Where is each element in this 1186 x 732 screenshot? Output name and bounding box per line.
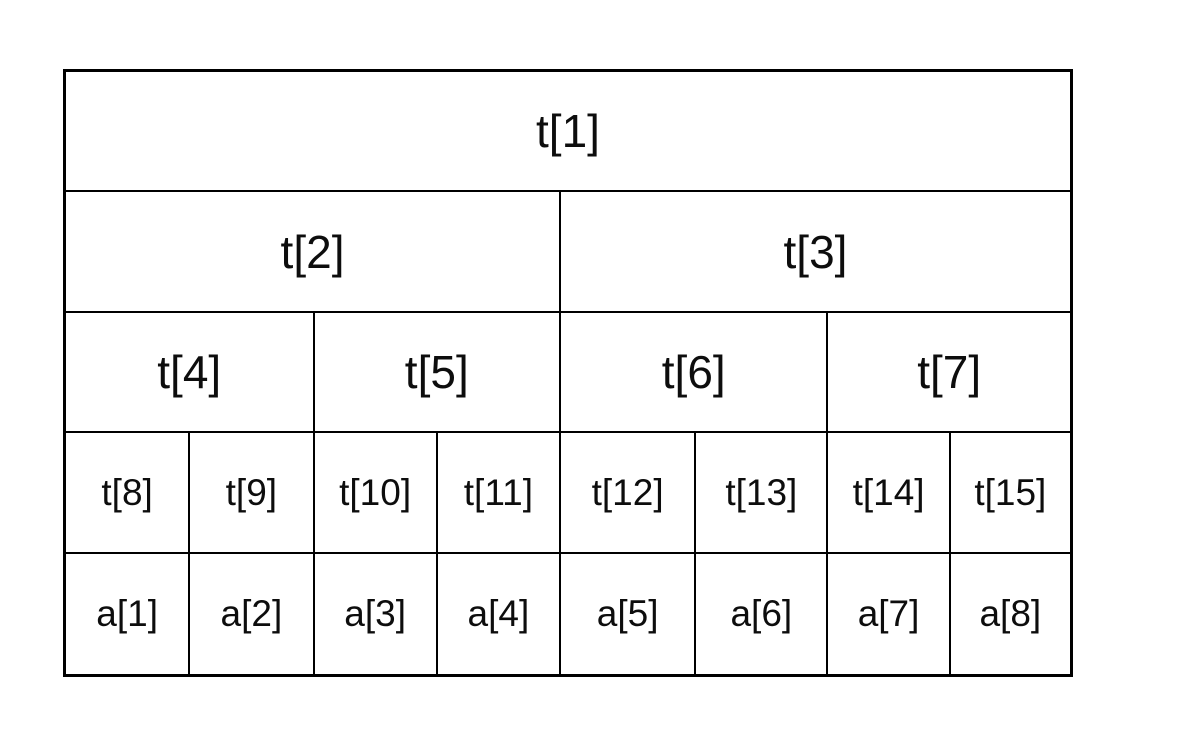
cell-t13: t[13] — [696, 433, 829, 554]
cell-a7: a[7] — [828, 553, 951, 674]
cell-t2: t[2] — [66, 192, 562, 313]
cell-t15: t[15] — [950, 433, 1070, 554]
cell-t3: t[3] — [561, 192, 1070, 313]
cell-t6: t[6] — [561, 312, 829, 434]
cell-a1: a[1] — [66, 553, 191, 674]
cell-t8: t[8] — [66, 433, 191, 554]
cell-t4: t[4] — [66, 312, 315, 434]
cell-t11: t[11] — [437, 433, 562, 554]
cell-a5: a[5] — [561, 553, 697, 674]
cell-t7: t[7] — [828, 313, 1070, 434]
cell-t5: t[5] — [314, 312, 562, 434]
cell-t14: t[14] — [828, 433, 951, 554]
cell-a3: a[3] — [315, 553, 438, 674]
cell-a8: a[8] — [979, 593, 1042, 635]
segment-tree-diagram: t[1] t[2] t[3] t[4] t[5] t[6] t[7] t[8] … — [63, 69, 1073, 677]
cell-a2: a[2] — [190, 553, 315, 674]
cell-t12: t[12] — [561, 433, 697, 554]
cell-t9: t[9] — [190, 433, 315, 554]
cell-t10: t[10] — [314, 433, 438, 554]
cell-a4: a[4] — [438, 553, 562, 674]
cell-t1: t[1] — [66, 72, 1070, 193]
cell-a6: a[6] — [696, 553, 829, 674]
